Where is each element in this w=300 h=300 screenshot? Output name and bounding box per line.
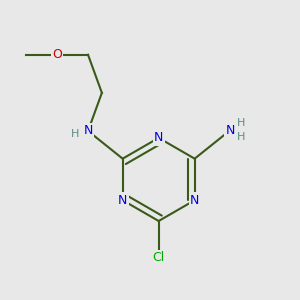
Text: N: N xyxy=(154,131,163,144)
Text: N: N xyxy=(118,194,127,207)
Text: H: H xyxy=(236,132,245,142)
Text: H: H xyxy=(236,118,245,128)
Text: H: H xyxy=(71,129,79,140)
Text: N: N xyxy=(190,194,199,207)
Text: N: N xyxy=(83,124,93,137)
Text: N: N xyxy=(225,124,235,137)
Text: O: O xyxy=(52,48,62,61)
Text: Cl: Cl xyxy=(152,251,165,264)
